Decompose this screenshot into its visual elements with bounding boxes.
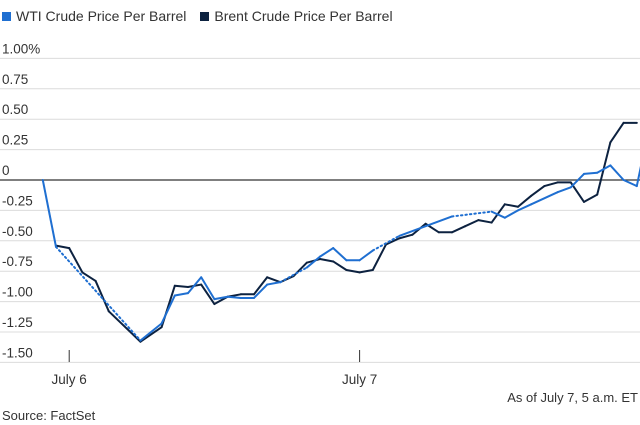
brent-line-segment (464, 219, 480, 228)
brent-line-segment (266, 276, 282, 284)
legend-swatch-brent (200, 11, 210, 21)
wti-line-segment (371, 234, 401, 252)
legend-label-brent: Brent Crude Price Per Barrel (214, 8, 393, 24)
y-tick-label: -1.00 (2, 285, 33, 300)
wti-line-segment (55, 245, 142, 342)
wti-line-segment (305, 255, 321, 269)
wti-line-segment (253, 283, 269, 299)
y-tick-label: 0.50 (2, 102, 28, 117)
brent-line-segment (477, 219, 493, 224)
wti-line-segment (279, 266, 308, 284)
wti-line-segment (213, 295, 229, 301)
brent-line-segment (200, 283, 216, 306)
y-tick-label: 0.25 (2, 133, 28, 148)
wti-line-segment (503, 209, 519, 219)
brent-line-segment (68, 247, 84, 274)
y-tick-label: 1.00% (2, 41, 40, 56)
brent-line-segment (107, 310, 142, 343)
wti-line-segment (451, 210, 493, 218)
brent-line-segment (490, 203, 506, 224)
wti-line-segment (226, 295, 242, 299)
brent-line-segment (385, 237, 401, 246)
legend-item-brent[interactable]: Brent Crude Price Per Barrel (198, 8, 393, 24)
brent-line-segment (358, 268, 374, 274)
wti-line-segment (139, 322, 163, 342)
source-note: Source: FactSet (2, 408, 96, 423)
wti-line-segment (358, 249, 374, 262)
brent-line-segment (451, 225, 467, 234)
brent-line-segment (81, 271, 97, 282)
legend-swatch-wti (2, 11, 11, 21)
wti-line-segment (332, 247, 348, 262)
y-tick-label: -0.25 (2, 193, 33, 208)
brent-line-segment (543, 181, 559, 188)
brent-line-segment (530, 185, 546, 197)
wti-line-segment (583, 171, 599, 175)
wti-line-segment (622, 179, 638, 188)
wti-line-segment (319, 247, 335, 258)
brent-line-segment (345, 268, 361, 274)
brent-line-segment (139, 326, 163, 343)
brent-line-segment (55, 244, 71, 250)
brent-line-segment (94, 279, 110, 313)
wti-line-segment (609, 164, 625, 181)
legend-item-wti[interactable]: WTI Crude Price Per Barrel (0, 8, 186, 24)
brent-line-segment (253, 276, 269, 296)
wti-line-segment (530, 191, 559, 206)
wti-line-segment (160, 294, 176, 325)
brent-line-segment (583, 193, 599, 203)
y-tick-label: -1.50 (2, 345, 33, 360)
y-tick-label: -0.75 (2, 254, 33, 269)
y-tick-label: -0.50 (2, 224, 33, 239)
wti-line-segment (200, 276, 216, 301)
brent-line-segment (398, 233, 414, 240)
brent-line-segment (609, 121, 625, 144)
as-of-note: As of July 7, 5 a.m. ET (507, 390, 638, 405)
wti-line-segment (187, 276, 203, 295)
wti-line-segment (635, 165, 640, 188)
brent-line-segment (371, 243, 387, 271)
wti-line-segment (517, 203, 533, 212)
y-tick-label: -1.25 (2, 315, 33, 330)
legend-label-wti: WTI Crude Price Per Barrel (16, 8, 187, 24)
brent-line-segment (503, 203, 519, 208)
wti-line-segment (596, 164, 612, 174)
brent-line-segment (332, 260, 348, 271)
y-tick-label: 0 (2, 163, 10, 178)
wti-line-segment (490, 210, 506, 219)
wti-line-segment (173, 292, 189, 297)
wti-line-segment (556, 186, 572, 194)
x-tick-label: July 7 (342, 372, 377, 387)
wti-line-segment (398, 215, 453, 237)
x-tick-label: July 6 (52, 372, 87, 387)
wti-line-segment (41, 179, 57, 248)
brent-line-segment (517, 194, 533, 208)
brent-line-segment (319, 258, 335, 263)
wti-line-segment (266, 281, 282, 286)
legend: WTI Crude Price Per Barrel Brent Crude P… (0, 6, 405, 26)
y-tick-label: 0.75 (2, 72, 28, 87)
brent-line-segment (173, 284, 189, 289)
wti-line-segment (569, 172, 585, 189)
